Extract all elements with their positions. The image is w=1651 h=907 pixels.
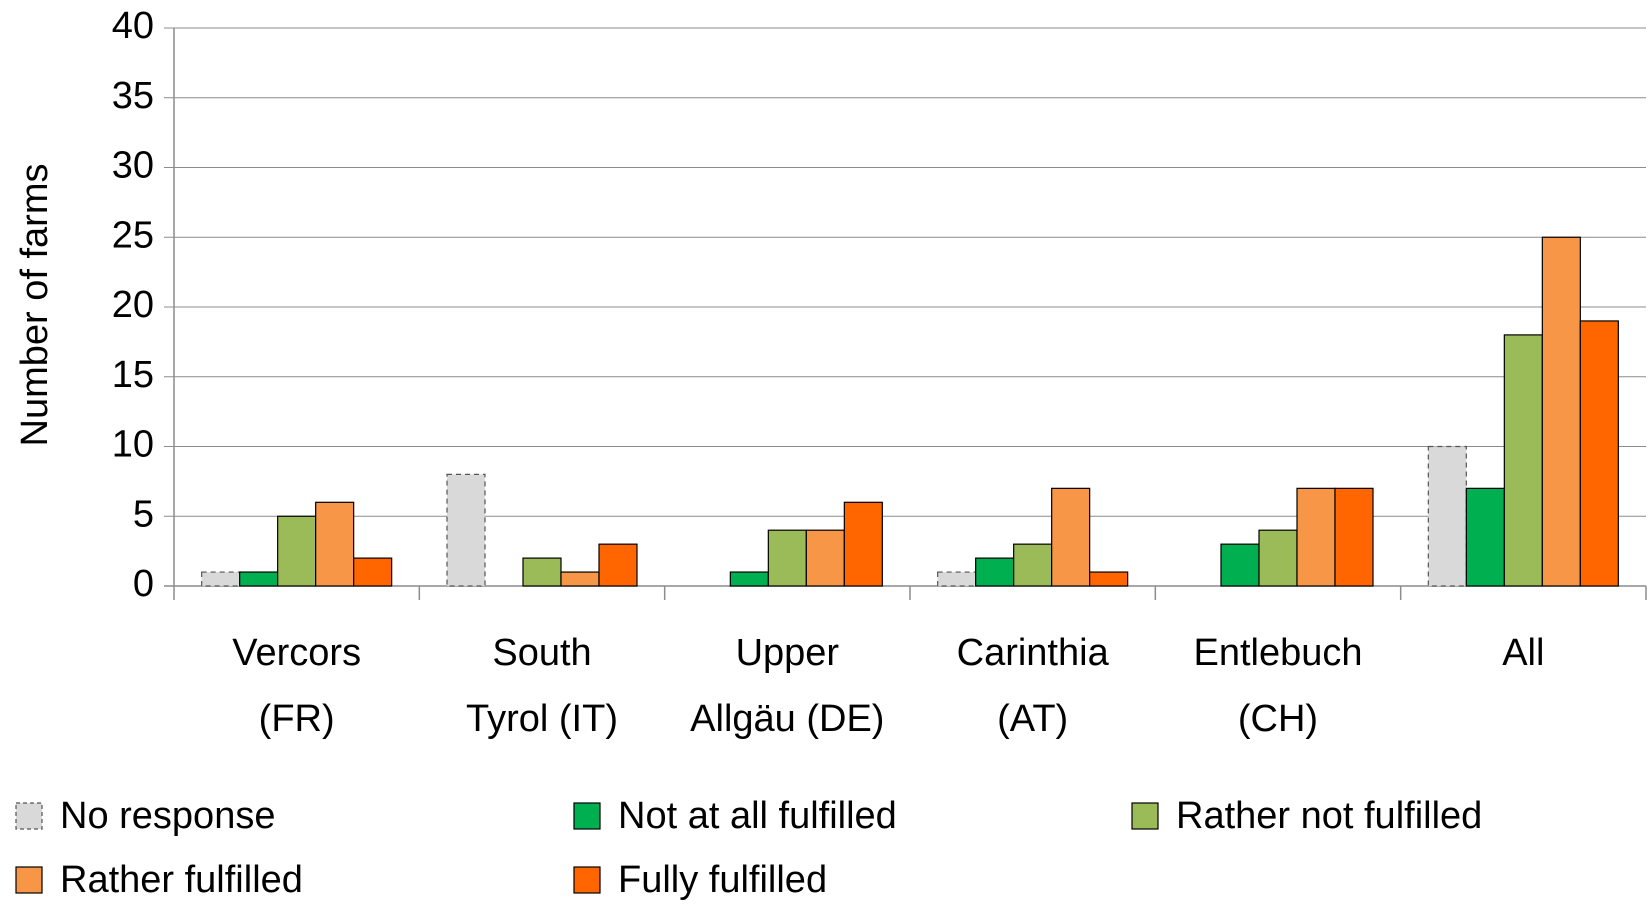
- legend-swatch: [15, 802, 43, 830]
- y-tick-label: 25: [112, 214, 154, 256]
- legend-label: Rather not fulfilled: [1176, 795, 1482, 837]
- bar: [446, 473, 486, 587]
- x-tick-label: Entlebuch: [1193, 632, 1362, 674]
- bar: [1465, 487, 1505, 587]
- bar: [522, 557, 562, 587]
- x-tick-label: Tyrol (IT): [466, 698, 618, 740]
- y-tick-label: 10: [112, 424, 154, 466]
- x-tick-label: (CH): [1238, 698, 1318, 740]
- bar: [1296, 487, 1336, 587]
- x-tick-label: South: [492, 632, 591, 674]
- y-tick-label: 15: [112, 354, 154, 396]
- bar: [353, 557, 393, 587]
- legend-label: No response: [60, 795, 275, 837]
- bar: [1579, 320, 1619, 587]
- y-tick-label: 20: [112, 284, 154, 326]
- bar: [975, 557, 1015, 587]
- bar: [843, 501, 883, 587]
- bar: [560, 571, 600, 587]
- bar: [1220, 543, 1260, 587]
- legend-swatch: [15, 866, 43, 894]
- bar: [729, 571, 769, 587]
- legend-swatch: [573, 866, 601, 894]
- bar: [1258, 529, 1298, 587]
- y-axis-label: Number of farms: [14, 164, 56, 447]
- legend-swatch: [573, 802, 601, 830]
- bar: [767, 529, 807, 587]
- bar: [1503, 334, 1543, 587]
- bar: [1427, 445, 1467, 587]
- x-tick-label: Vercors: [232, 632, 361, 674]
- bar: [315, 501, 355, 587]
- x-tick-label: Carinthia: [957, 632, 1110, 674]
- legend-label: Not at all fulfilled: [618, 795, 897, 837]
- x-tick-label: All: [1502, 632, 1544, 674]
- bar: [805, 529, 845, 587]
- legend-swatch: [1131, 802, 1159, 830]
- x-tick-label: (FR): [259, 698, 335, 740]
- bar: [1051, 487, 1091, 587]
- x-tick-label: Allgäu (DE): [690, 698, 884, 740]
- legend-label: Fully fulfilled: [618, 859, 827, 901]
- bar: [1013, 543, 1053, 587]
- legend-label: Rather fulfilled: [60, 859, 303, 901]
- x-tick-label: Upper: [736, 632, 840, 674]
- bar: [201, 571, 241, 587]
- bar: [1089, 571, 1129, 587]
- bar: [1334, 487, 1374, 587]
- y-tick-label: 35: [112, 75, 154, 117]
- bar: [937, 571, 977, 587]
- y-tick-label: 40: [112, 5, 154, 47]
- bar: [1541, 236, 1581, 587]
- bar: [239, 571, 279, 587]
- bar: [277, 515, 317, 587]
- bar: [598, 543, 638, 587]
- x-tick-label: (AT): [997, 698, 1068, 740]
- y-tick-label: 30: [112, 145, 154, 187]
- y-tick-label: 5: [133, 493, 154, 535]
- y-tick-label: 0: [133, 563, 154, 605]
